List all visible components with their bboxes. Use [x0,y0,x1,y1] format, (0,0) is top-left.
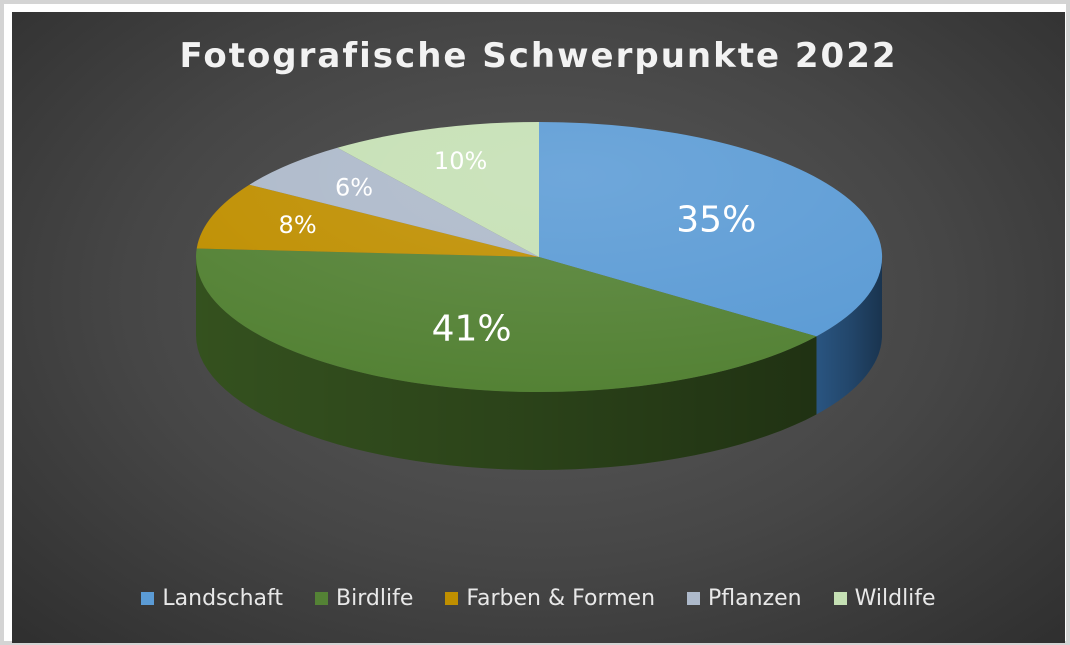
data-label-pflanzen: 6% [335,174,373,202]
pie-top-highlight [196,122,882,392]
legend-swatch-landschaft [141,592,155,605]
pie-side-shade-landschaft [816,257,882,415]
chart-title: Fotografische Schwerpunkte 2022 [179,36,898,76]
legend-item-wildlife[interactable]: Wildlife [833,586,936,611]
data-label-wildlife: 10% [434,147,487,175]
legend-swatch-birdlife [315,592,329,605]
legend-item-birdlife[interactable]: Birdlife [315,586,413,611]
data-label-birdlife: 41% [432,309,512,350]
legend-swatch-farben-and-formen [445,592,459,605]
data-label-farben-and-formen: 8% [279,211,317,239]
legend-item-landschaft[interactable]: Landschaft [141,586,283,611]
legend-item-pflanzen[interactable]: Pflanzen [687,586,802,611]
legend-label-pflanzen: Pflanzen [708,586,802,611]
legend-label-farben-and-formen: Farben & Formen [466,586,656,611]
chart-legend: Landschaft Birdlife Farben & Formen Pflanze… [12,586,1065,611]
pie-top-group [196,122,883,393]
chart-area: Fotografische Schwerpunkte 2022 35% 41% 8%… [12,12,1065,643]
legend-label-wildlife: Wildlife [854,586,936,611]
data-label-landschaft: 35% [676,200,756,241]
legend-label-landschaft: Landschaft [162,586,284,611]
pie-side-group [196,257,882,470]
legend-label-birdlife: Birdlife [336,586,414,611]
pie-chart: 35% 41% 8% 6% 10% [196,122,883,470]
legend-swatch-pflanzen [687,592,701,605]
pie-side-shade-birdlife [196,257,817,470]
legend-swatch-wildlife [833,592,847,605]
legend-item-farben-and-formen[interactable]: Farben & Formen [445,586,655,611]
